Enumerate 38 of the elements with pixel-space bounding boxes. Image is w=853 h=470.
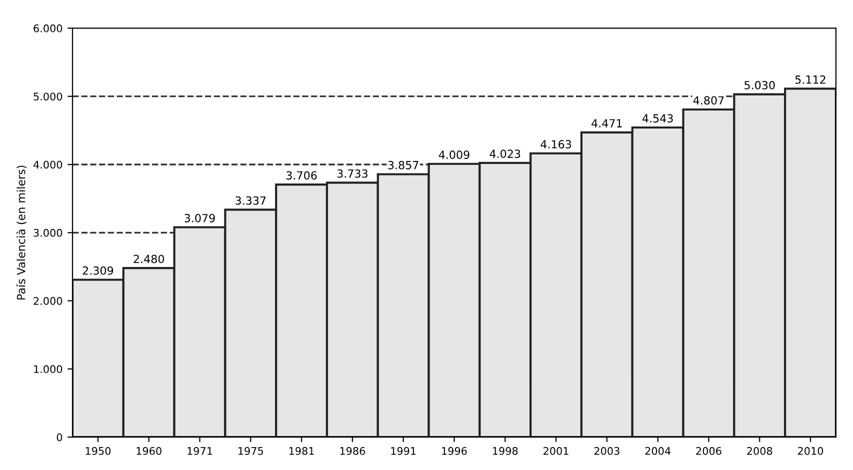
x-tick-label: 1991 <box>391 447 416 455</box>
data-label: 5.030 <box>744 80 775 90</box>
data-label: 3.706 <box>286 171 317 180</box>
x-tick-label: 2001 <box>544 447 568 455</box>
data-label: 2.480 <box>134 254 164 264</box>
data-label: 3.857 <box>388 160 418 170</box>
x-tick-label: 2010 <box>798 447 824 455</box>
data-label: 3.337 <box>236 196 266 205</box>
y-axis-title: País Valencià (en milers) <box>16 166 27 300</box>
x-tick-label: 2003 <box>594 447 620 455</box>
x-tick-label: 1960 <box>136 447 162 455</box>
x-tick-label: 1981 <box>289 447 314 455</box>
x-tick-label: 1971 <box>188 447 212 455</box>
y-tick-label: 2.000 <box>34 297 62 305</box>
y-tick-label: 5.000 <box>34 92 62 100</box>
data-label: 4.471 <box>592 119 622 128</box>
x-tick-label: 1998 <box>493 447 518 455</box>
x-tick-label: 2008 <box>747 447 772 455</box>
y-tick-label: 3.000 <box>34 228 62 237</box>
data-label: 5.112 <box>795 75 826 84</box>
data-label: 2.309 <box>82 266 114 275</box>
x-tick-label: 2004 <box>645 447 670 455</box>
data-label: 4.807 <box>693 96 724 105</box>
data-label: 4.023 <box>490 150 520 158</box>
x-tick-label: 1950 <box>86 447 111 455</box>
data-label: 4.009 <box>438 150 470 159</box>
x-tick-label: 1975 <box>238 447 263 455</box>
data-label: 3.733 <box>337 169 368 178</box>
data-label: 4.543 <box>642 114 673 123</box>
data-label: 3.079 <box>184 214 215 222</box>
x-tick-label: 1996 <box>442 447 467 455</box>
x-tick-label: 1986 <box>340 447 366 455</box>
y-tick-label: 6.000 <box>34 24 62 32</box>
y-tick-label: 1.000 <box>34 365 62 374</box>
y-tick-label: 4.000 <box>33 160 62 169</box>
y-tick-label: 0 <box>56 433 62 442</box>
x-tick-label: 2006 <box>696 447 722 455</box>
data-label: 4.163 <box>540 140 572 148</box>
